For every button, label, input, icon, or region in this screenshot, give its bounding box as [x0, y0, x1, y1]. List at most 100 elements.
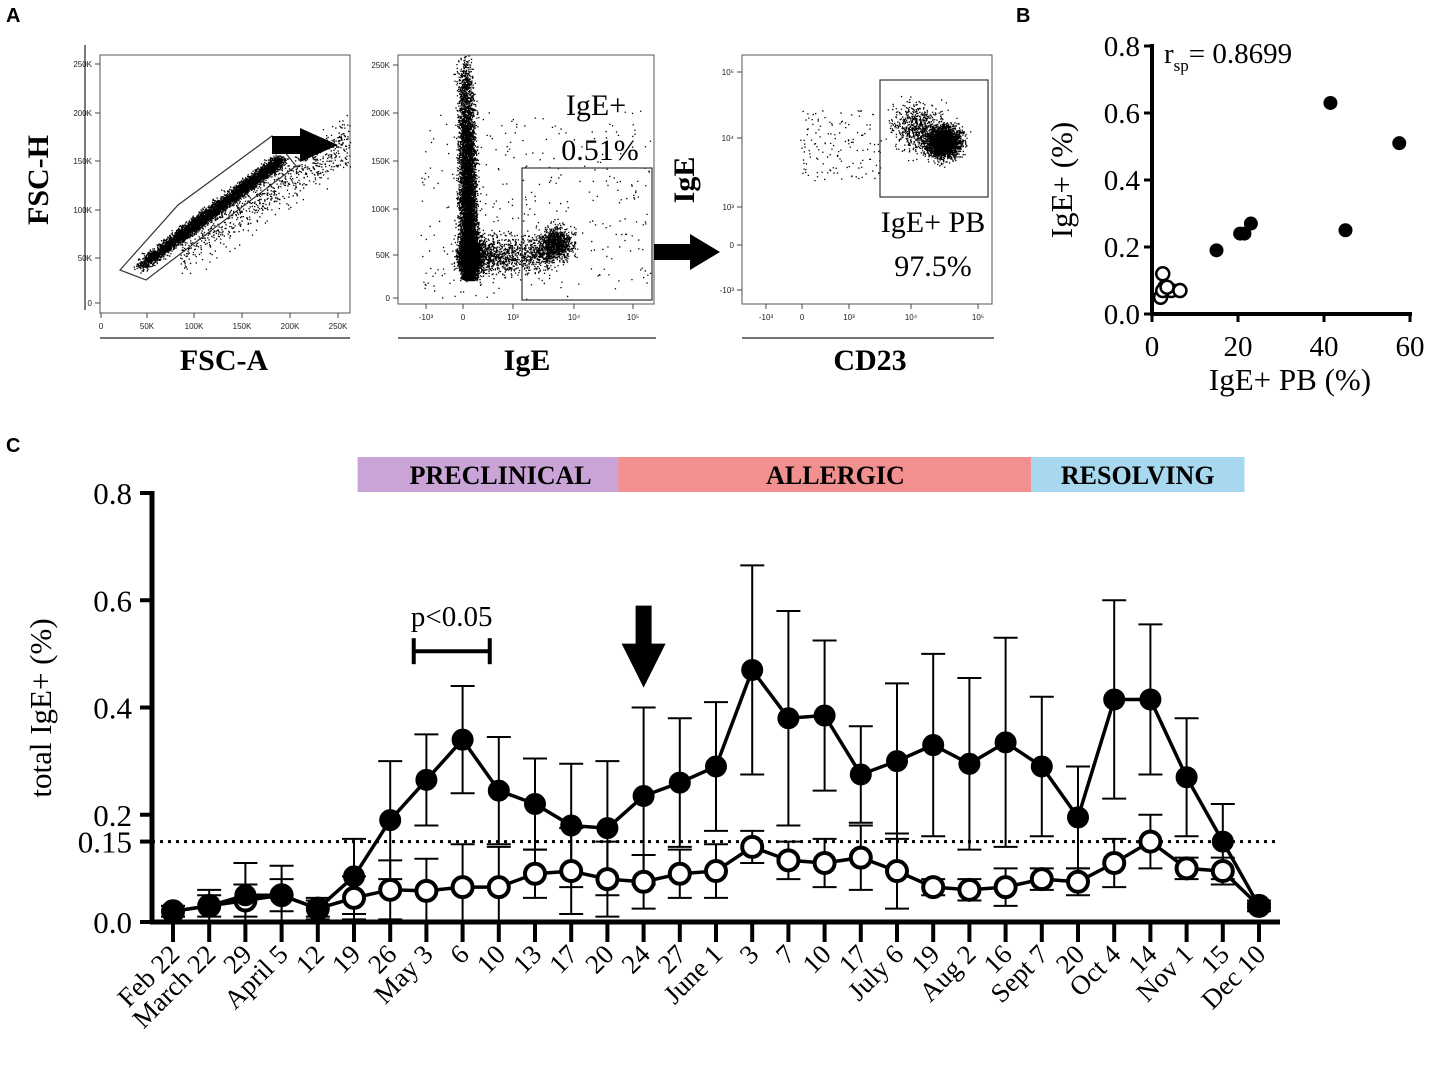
right-arrow-icon — [654, 234, 720, 270]
point-allergic — [886, 750, 908, 773]
x-tick-label: 60 — [1396, 331, 1425, 363]
point-allergic — [705, 755, 727, 778]
time-course-chart: PRECLINICAL ALLERGIC RESOLVING 0.0 0.2 0.4 0.… — [23, 457, 1280, 1034]
point-nonallergic — [1138, 829, 1163, 854]
y-tick-label: 0.2 — [93, 798, 132, 833]
flow-y-tick-label: 50K — [78, 254, 93, 263]
flow-y-tick-label: 0 — [386, 294, 391, 303]
y-tick-label: 0.0 — [93, 905, 132, 940]
panel-letter-b: B — [1016, 5, 1030, 27]
chart-xlabel: IgE+ PB (%) — [1209, 362, 1371, 397]
cd23-gate — [879, 79, 989, 198]
flow-xlabel: CD23 — [833, 344, 906, 377]
point-allergic — [415, 768, 438, 791]
y-tick-label: 0.4 — [1104, 165, 1141, 197]
point-nonallergic — [921, 875, 946, 900]
flow-dot-cloud — [920, 117, 972, 168]
panel-letter-a: A — [6, 5, 20, 27]
point-nonallergic — [1029, 867, 1054, 892]
point-nonallergic — [595, 867, 620, 892]
flow-x-tick-label: 50K — [140, 322, 155, 331]
flow-dot-cloud — [453, 55, 485, 282]
x-tick-label: 24 — [616, 939, 657, 980]
point-allergic — [1237, 226, 1252, 241]
point-allergic — [1248, 894, 1270, 917]
flow-y-tick-label: 0 — [88, 299, 93, 308]
flow-x-tick-label: 0 — [99, 322, 104, 331]
flow-dot-cloud — [133, 154, 289, 274]
point-nonallergic — [1102, 851, 1127, 876]
point-nonallergic — [704, 859, 728, 884]
correlation-chart: 0.0 0.2 0.4 0.6 0.8 0 20 40 60 rsp= 0.8699 IgE+ … — [1044, 31, 1425, 397]
flow-x-tick-label: 100K — [185, 322, 204, 331]
y-tick-label: 0.6 — [93, 583, 132, 618]
threshold-label: 0.15 — [78, 825, 132, 860]
flow-x-tick-label: 0 — [461, 313, 466, 322]
x-tick-label: 40 — [1310, 331, 1339, 363]
point-nonallergic — [559, 859, 584, 884]
flow-y-tick-label: 0 — [730, 241, 735, 250]
flow-ylabel: IgE — [668, 157, 701, 204]
y-tick-label: 0.8 — [93, 476, 132, 511]
flow-x-tick-label: 200K — [281, 322, 300, 331]
point-nonallergic — [1210, 859, 1235, 884]
flow-dot-cloud — [532, 219, 584, 272]
point-allergic — [560, 814, 583, 837]
x-tick-label: 17 — [543, 939, 583, 979]
flow-plot-fsc: 0 50K 100K 150K 200K 250K 0 50K 100K 150K 200K 250K… — [22, 45, 352, 377]
flow-y-tick-label: 100K — [73, 206, 92, 215]
significance-label: p<0.05 — [411, 601, 493, 633]
flow-dots — [800, 95, 972, 182]
phase-label: ALLERGIC — [766, 461, 905, 490]
point-nonallergic — [342, 885, 366, 910]
right-arrow-icon — [272, 128, 338, 162]
x-tick-label: 20 — [579, 939, 619, 979]
phase-label: RESOLVING — [1061, 461, 1215, 490]
flow-y-tick-label: 10⁴ — [722, 134, 735, 143]
flow-x-tick-label: 10³ — [507, 313, 519, 322]
annotation-value: = 0.8699 — [1189, 38, 1292, 70]
gate-label: IgE+ — [566, 89, 626, 122]
point-allergic — [1323, 95, 1338, 110]
y-tick-label: 0.8 — [1104, 31, 1140, 63]
annotation-sub: sp — [1174, 56, 1189, 75]
flow-xlabel: IgE — [504, 344, 551, 377]
point-allergic — [1067, 806, 1089, 829]
flow-x-tick-label: 10⁴ — [905, 313, 918, 322]
point-allergic — [1139, 688, 1162, 711]
point-nonallergic — [848, 845, 873, 870]
point-nonallergic — [1174, 856, 1199, 881]
point-allergic — [668, 771, 691, 794]
flow-dot-cloud — [880, 95, 953, 162]
point-nonallergic — [885, 859, 909, 884]
annotation-r: r — [1164, 38, 1174, 70]
point-allergic — [1211, 830, 1234, 853]
x-tick-label: 10 — [471, 939, 511, 979]
point-nonallergic — [667, 861, 692, 886]
x-tick-label: 7 — [770, 939, 801, 970]
phase-band — [357, 457, 644, 492]
flow-ylabel: FSC-H — [22, 135, 55, 225]
flow-x-tick-label: 0 — [800, 313, 805, 322]
point-nonallergic — [993, 875, 1018, 900]
flow-dot-cloud — [470, 227, 552, 284]
point-allergic — [777, 707, 800, 730]
point-allergic — [849, 763, 872, 786]
flow-x-tick-label: 150K — [233, 322, 252, 331]
flow-xlabel: FSC-A — [180, 344, 269, 377]
y-tick-label: 0.6 — [1104, 98, 1140, 130]
flow-y-tick-label: 200K — [371, 109, 390, 118]
ige-gate — [521, 167, 653, 301]
flow-dot-cloud — [451, 232, 489, 283]
x-tick-label: 12 — [290, 939, 330, 979]
point-nonallergic — [450, 875, 475, 900]
flow-y-tick-label: 200K — [73, 109, 92, 118]
point-allergic — [596, 817, 619, 840]
y-tick-label: 0.2 — [1104, 232, 1140, 264]
point-nonallergic — [740, 834, 765, 859]
flow-x-tick-label: -10³ — [759, 313, 774, 322]
point-nonallergic — [378, 877, 403, 902]
point-allergic — [1030, 755, 1053, 778]
gate-label: IgE+ PB — [881, 206, 985, 239]
x-tick-label: 13 — [507, 939, 547, 979]
